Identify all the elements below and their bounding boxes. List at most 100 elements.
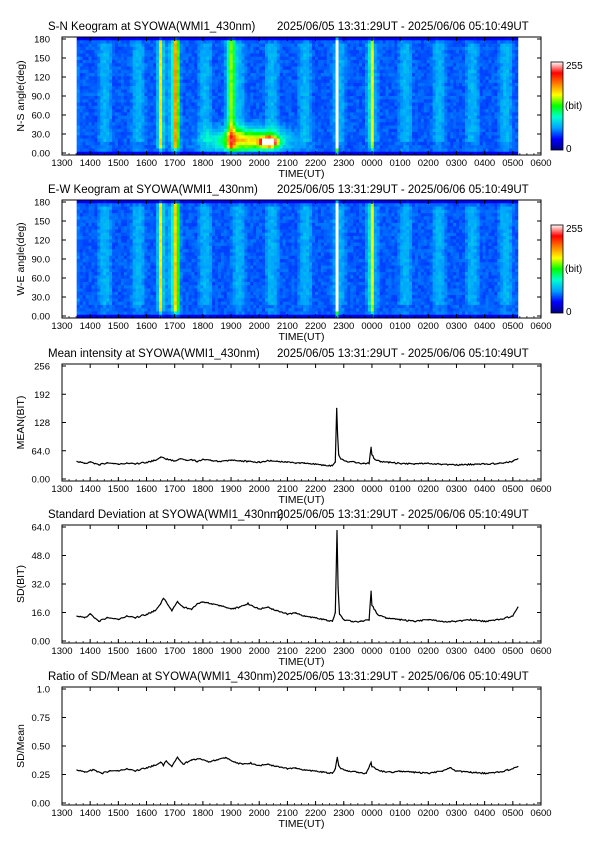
keogram-cell — [397, 73, 401, 77]
keogram-cell — [438, 138, 442, 143]
keogram-cell — [203, 79, 207, 84]
keogram-cell — [464, 63, 469, 67]
keogram-cell — [235, 96, 239, 100]
keogram-cell — [464, 89, 469, 94]
keogram-cell — [117, 59, 122, 64]
keogram-cell — [147, 109, 151, 113]
keogram-cell — [115, 50, 119, 54]
keogram-cell — [159, 135, 163, 139]
keogram-cell — [470, 128, 475, 133]
keogram-cell — [362, 138, 366, 143]
keogram-cell — [203, 66, 207, 71]
keogram-cell — [170, 43, 175, 48]
keogram-cell — [479, 112, 483, 117]
keogram-cell — [359, 99, 363, 103]
keogram-cell — [97, 122, 101, 126]
keogram-cell — [173, 82, 178, 87]
keogram-cell — [473, 118, 478, 123]
keogram-cell — [450, 141, 454, 146]
keogram-cell — [170, 56, 175, 61]
keogram-cell — [182, 138, 186, 143]
keogram-cell — [141, 115, 145, 120]
keogram-cell — [185, 82, 189, 87]
keogram-cell — [338, 109, 342, 113]
keogram-cell — [117, 86, 122, 90]
keogram-cell — [438, 82, 442, 87]
keogram-cell — [212, 96, 216, 100]
keogram-cell — [385, 135, 389, 139]
keogram-cell — [335, 115, 339, 120]
keogram-cell — [232, 53, 236, 58]
keogram-cell — [341, 122, 345, 126]
keogram-cell — [162, 50, 166, 54]
keogram-cell — [267, 50, 272, 54]
keogram-cell — [270, 69, 275, 74]
keogram-cell — [262, 59, 266, 64]
keogram-cell — [106, 56, 110, 61]
keogram-cell — [270, 43, 275, 48]
keogram-cell — [173, 69, 178, 74]
keogram-cell — [306, 105, 310, 110]
keogram-cell — [429, 102, 433, 107]
keogram-cell — [391, 132, 395, 136]
keogram-cell — [347, 151, 351, 156]
keogram-cell — [162, 40, 166, 44]
keogram-cell — [385, 43, 389, 48]
keogram-cell — [370, 132, 375, 136]
keogram-cell — [300, 141, 304, 146]
keogram-cell — [382, 86, 386, 90]
keogram-cell — [106, 63, 110, 67]
keogram-cell — [423, 128, 428, 133]
keogram-cell — [344, 76, 348, 80]
keogram-cell — [403, 128, 407, 133]
keogram-cell — [344, 56, 348, 61]
keogram-cell — [370, 141, 375, 146]
keogram-cell — [453, 122, 457, 126]
keogram-cell — [294, 125, 298, 130]
keogram-cell — [209, 86, 213, 90]
keogram-cell — [259, 59, 263, 64]
keogram-cell — [285, 86, 289, 90]
keogram-cell — [100, 141, 104, 146]
keogram-cell — [185, 145, 189, 149]
keogram-cell — [279, 132, 283, 136]
keogram-cell — [417, 59, 422, 64]
keogram-cell — [85, 56, 89, 61]
keogram-cell — [82, 43, 86, 48]
keogram-cell — [256, 151, 260, 156]
keogram-cell — [235, 141, 239, 146]
keogram-cell — [320, 82, 325, 87]
keogram-cell — [100, 59, 104, 64]
keogram-cell — [400, 128, 404, 133]
keogram-cell — [435, 125, 439, 130]
keogram-cell — [332, 118, 336, 123]
keogram-cell — [223, 145, 228, 149]
keogram-cell — [206, 69, 210, 74]
keogram-cell — [238, 56, 242, 61]
keogram-cell — [385, 132, 389, 136]
keogram-cell — [470, 63, 475, 67]
keogram-cell — [332, 69, 336, 74]
keogram-cell — [312, 135, 316, 139]
keogram-cell — [329, 115, 333, 120]
keogram-cell — [329, 128, 333, 133]
keogram-cell — [362, 92, 366, 97]
keogram-cell — [359, 132, 363, 136]
keogram-cell — [106, 76, 110, 80]
keogram-cell — [153, 56, 157, 61]
keogram-cell — [482, 86, 486, 90]
keogram-cell — [414, 59, 419, 64]
keogram-cell — [291, 40, 295, 44]
keogram-cell — [456, 132, 460, 136]
keogram-cell — [229, 63, 233, 67]
keogram-cell — [85, 112, 89, 117]
keogram-cell — [364, 102, 369, 107]
keogram-cell — [232, 43, 236, 48]
keogram-cell — [120, 148, 125, 153]
keogram-cell — [120, 73, 125, 77]
keogram-cell — [294, 132, 298, 136]
keogram-cell — [91, 63, 95, 67]
keogram-cell — [306, 86, 310, 90]
keogram-cell — [185, 118, 189, 123]
keogram-cell — [450, 73, 454, 77]
